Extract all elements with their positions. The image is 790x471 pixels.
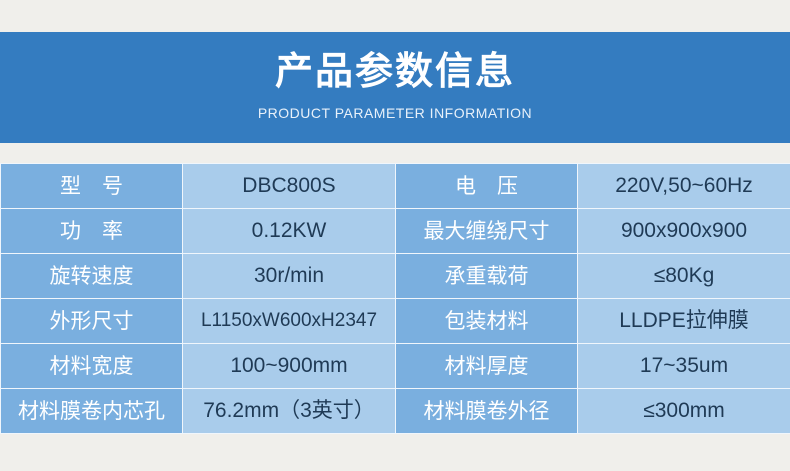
param-value: 30r/min — [182, 253, 396, 299]
parameter-table-body: 型 号 DBC800S 电 压 220V,50~60Hz 功 率 0.12KW 最大缠绕尺寸… — [0, 163, 790, 434]
param-value: ≤300mm — [577, 388, 790, 434]
param-label: 材料膜卷内芯孔 — [0, 388, 183, 434]
header-banner: 产品参数信息 PRODUCT PARAMETER INFORMATION — [0, 32, 790, 143]
param-label: 材料宽度 — [0, 343, 183, 389]
table-row: 功 率 0.12KW 最大缠绕尺寸 900x900x900 — [0, 208, 790, 254]
table-row: 材料宽度 100~900mm 材料厚度 17~35um — [0, 343, 790, 389]
param-label: 型 号 — [0, 163, 183, 209]
param-value: ≤80Kg — [577, 253, 790, 299]
page-title: 产品参数信息 — [274, 49, 515, 93]
param-label: 旋转速度 — [0, 253, 183, 299]
table-row: 型 号 DBC800S 电 压 220V,50~60Hz — [0, 163, 790, 209]
param-label: 材料膜卷外径 — [395, 388, 578, 434]
param-value: LLDPE拉伸膜 — [577, 298, 790, 344]
table-row: 外形尺寸 L1150xW600xH2347 包装材料 LLDPE拉伸膜 — [0, 298, 790, 344]
param-label: 功 率 — [0, 208, 183, 254]
param-value: 17~35um — [577, 343, 790, 389]
param-label: 材料厚度 — [395, 343, 578, 389]
param-value: 220V,50~60Hz — [577, 163, 790, 209]
table-row: 旋转速度 30r/min 承重载荷 ≤80Kg — [0, 253, 790, 299]
parameter-table: 型 号 DBC800S 电 压 220V,50~60Hz 功 率 0.12KW 最大缠绕尺寸… — [0, 163, 790, 434]
param-value: DBC800S — [182, 163, 396, 209]
param-value: 100~900mm — [182, 343, 396, 389]
param-value: 0.12KW — [182, 208, 396, 254]
param-label: 承重载荷 — [395, 253, 578, 299]
param-label: 外形尺寸 — [0, 298, 183, 344]
param-value: 76.2mm（3英寸） — [182, 388, 396, 434]
table-row: 材料膜卷内芯孔 76.2mm（3英寸） 材料膜卷外径 ≤300mm — [0, 388, 790, 434]
param-label: 包装材料 — [395, 298, 578, 344]
param-label: 电 压 — [395, 163, 578, 209]
param-value: L1150xW600xH2347 — [182, 298, 396, 344]
param-label: 最大缠绕尺寸 — [395, 208, 578, 254]
page-subtitle: PRODUCT PARAMETER INFORMATION — [257, 105, 533, 121]
param-value: 900x900x900 — [577, 208, 790, 254]
